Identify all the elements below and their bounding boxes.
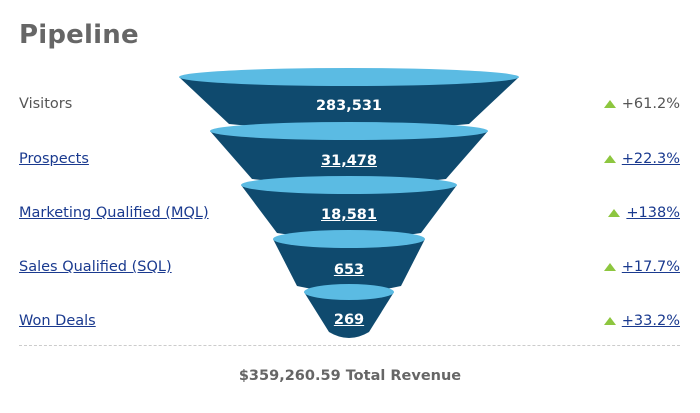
stage-change-visitors: +61.2% <box>603 95 680 113</box>
stage-change-sql: +17.7% <box>603 258 680 276</box>
stage-change-mql: +138% <box>608 204 680 222</box>
stage-change-prospects: +22.3% <box>603 150 680 168</box>
triangle-up-icon <box>608 209 621 217</box>
stage-change-won-deals: +33.2% <box>603 312 680 330</box>
funnel-segment-sql <box>273 239 425 292</box>
stage-label-sql[interactable]: Sales Qualified (SQL) <box>19 259 172 275</box>
stage-label-mql[interactable]: Marketing Qualified (MQL) <box>19 205 209 221</box>
funnel-segment-top-mql <box>241 176 457 194</box>
total-revenue: $359,260.59 Total Revenue <box>238 368 462 384</box>
change-value[interactable]: +138% <box>626 205 680 221</box>
stage-label-visitors: Visitors <box>19 96 73 112</box>
stage-label-prospects[interactable]: Prospects <box>19 151 89 167</box>
triangle-up-icon <box>603 317 616 325</box>
funnel-segment-top-visitors <box>179 68 519 86</box>
triangle-up-icon <box>603 100 616 108</box>
funnel-segment-top-sql <box>273 230 425 248</box>
stage-count-visitors: 283,531 <box>315 98 383 114</box>
triangle-up-icon <box>603 155 616 163</box>
divider <box>19 345 680 346</box>
change-value[interactable]: +33.2% <box>621 313 680 329</box>
page-title: Pipeline <box>19 20 139 50</box>
triangle-up-icon <box>603 263 616 271</box>
funnel-segment-mql <box>241 185 457 239</box>
stage-count-sql[interactable]: 653 <box>333 262 365 278</box>
stage-count-mql[interactable]: 18,581 <box>321 207 377 223</box>
funnel-segment-top-prospects <box>210 122 488 140</box>
funnel-segment-visitors <box>179 77 519 130</box>
change-value: +61.2% <box>621 96 680 112</box>
stage-label-won-deals[interactable]: Won Deals <box>19 313 96 329</box>
stage-count-prospects[interactable]: 31,478 <box>321 153 377 169</box>
stage-count-won-deals[interactable]: 269 <box>333 312 365 328</box>
change-value[interactable]: +17.7% <box>621 259 680 275</box>
funnel-segment-won-deals <box>304 292 394 338</box>
change-value[interactable]: +22.3% <box>621 151 680 167</box>
funnel-segment-top-won-deals <box>304 284 394 300</box>
funnel-segment-prospects <box>210 131 488 185</box>
